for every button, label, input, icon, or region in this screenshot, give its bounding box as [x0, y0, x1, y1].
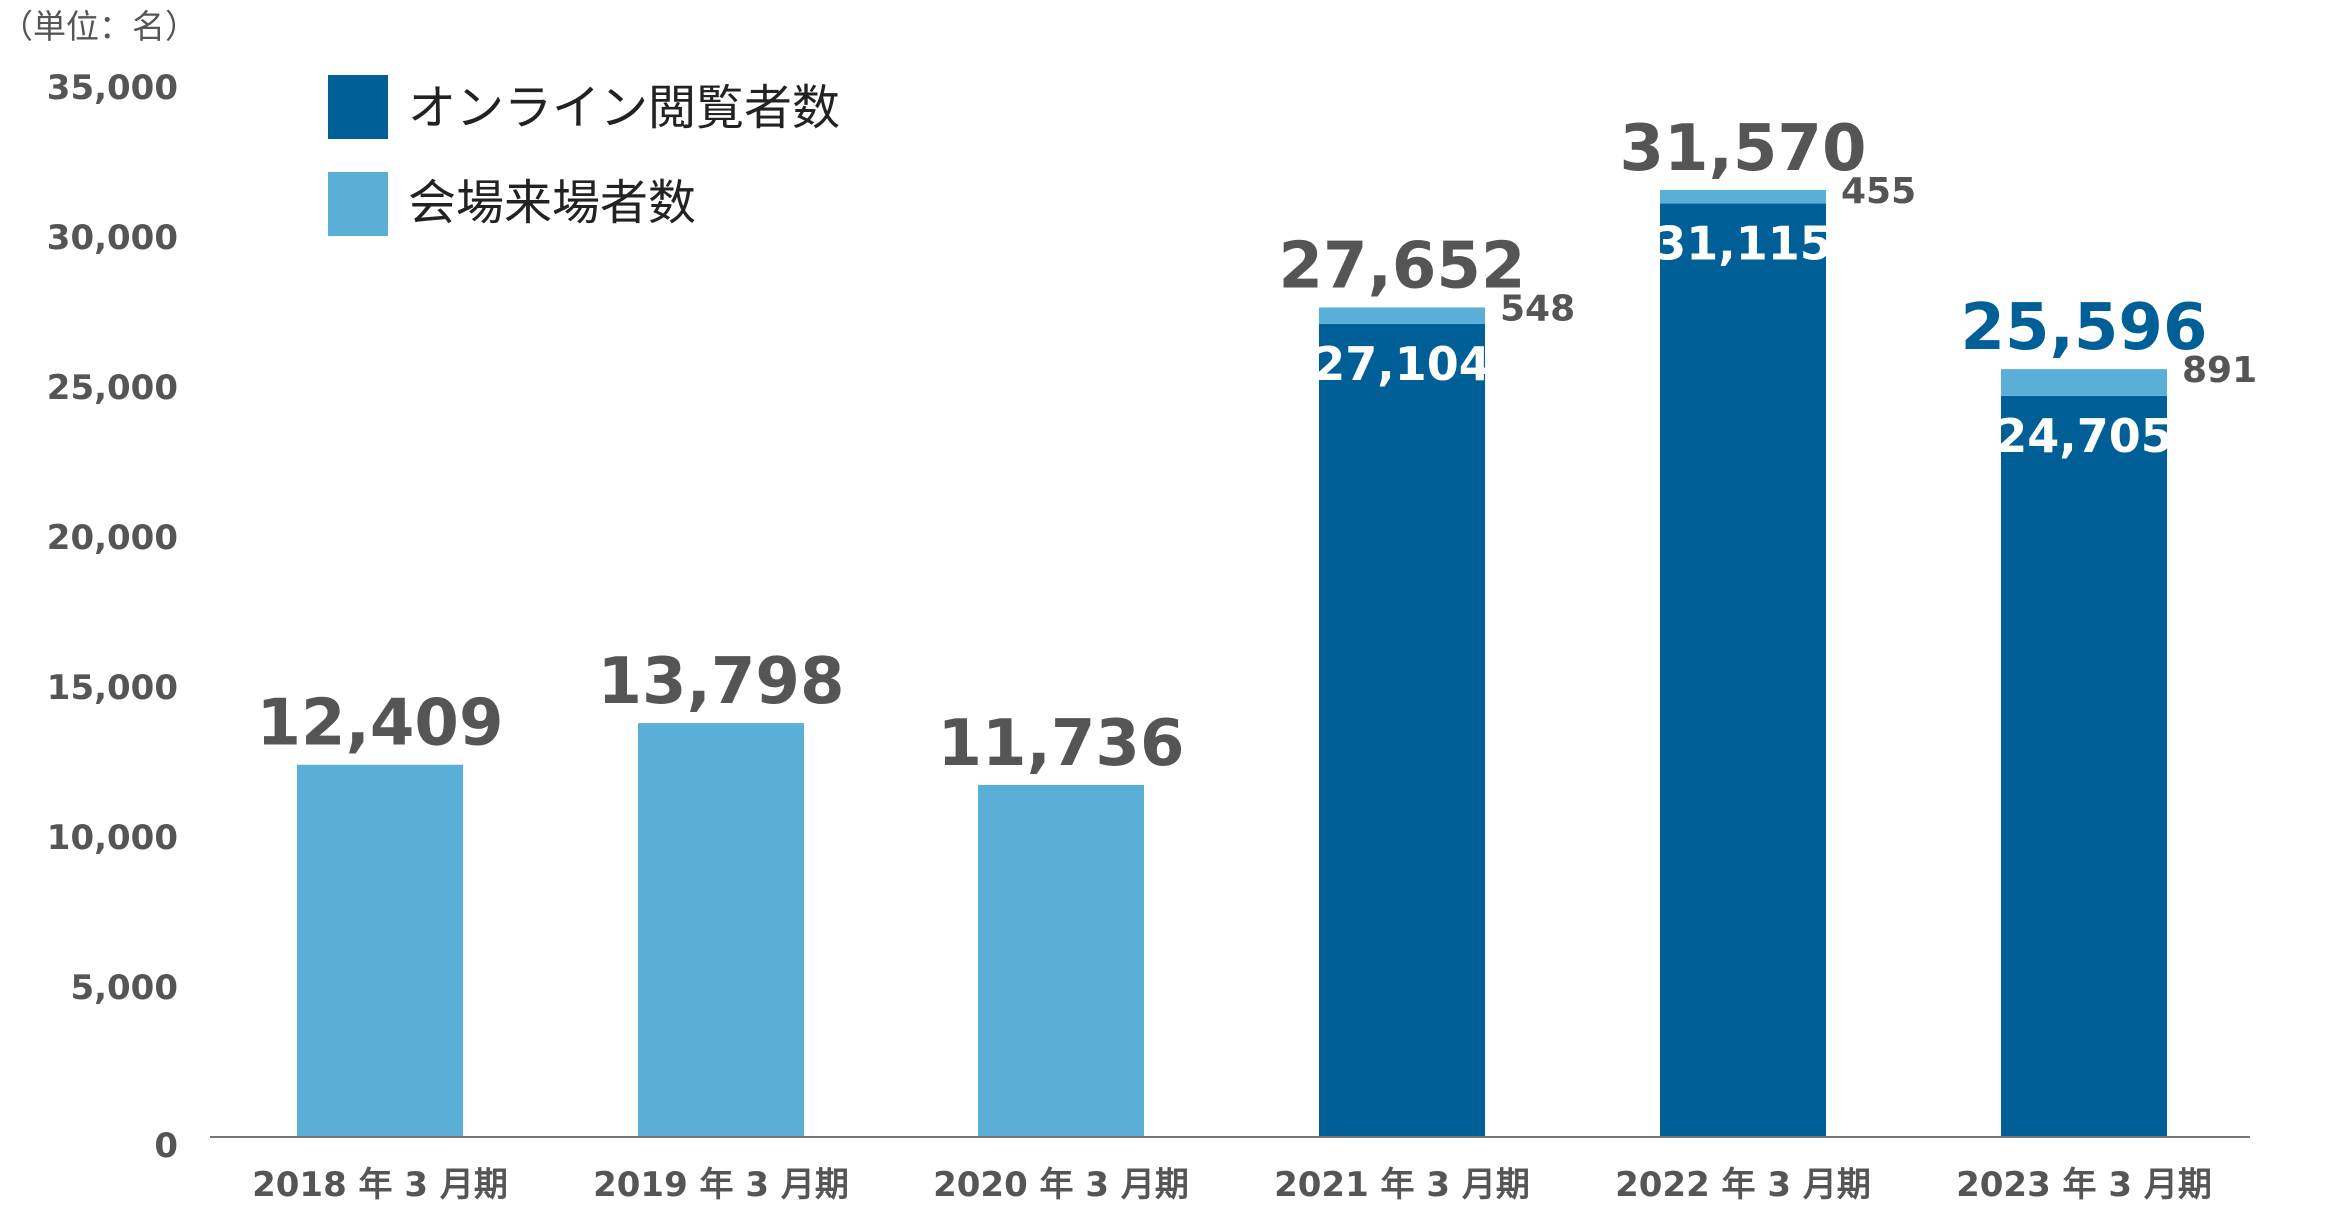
legend-swatch-online — [328, 75, 388, 139]
online-value-label: 24,705 — [1995, 409, 2173, 463]
bar-online — [1319, 323, 1485, 1137]
bar-venue — [1319, 307, 1485, 324]
total-label: 31,570 — [1620, 112, 1867, 186]
bar-venue — [1660, 189, 1826, 204]
y-tick-label: 20,000 — [47, 518, 178, 558]
y-tick-label: 35,000 — [47, 68, 178, 108]
x-tick-label: 2023 年 3 月期 — [1956, 1165, 2212, 1205]
legend: オンライン閲覧者数 会場来場者数 — [328, 75, 840, 236]
bar-venue — [978, 784, 1144, 1137]
y-axis-ticks: 0 5,000 10,000 15,000 20,000 25,000 30,000 35,0… — [47, 68, 178, 1166]
legend-label-venue: 会場来場者数 — [408, 175, 696, 231]
venue-value-label: 548 — [1500, 288, 1575, 329]
bar-venue — [638, 723, 804, 1137]
online-value-label: 31,115 — [1654, 217, 1832, 271]
total-label: 27,652 — [1279, 229, 1526, 303]
legend-swatch-venue — [328, 172, 388, 236]
bar-venue — [2001, 369, 2167, 396]
x-tick-label: 2022 年 3 月期 — [1615, 1165, 1871, 1205]
x-tick-label: 2018 年 3 月期 — [252, 1165, 508, 1205]
total-label: 25,596 — [1961, 291, 2208, 365]
y-tick-label: 15,000 — [47, 668, 178, 708]
y-tick-label: 30,000 — [47, 218, 178, 258]
venue-value-label: 891 — [2182, 350, 2257, 391]
bar-online — [1660, 203, 1826, 1138]
x-tick-label: 2020 年 3 月期 — [933, 1165, 1189, 1205]
total-label: 13,798 — [598, 645, 845, 719]
y-tick-label: 10,000 — [47, 818, 178, 858]
y-tick-label: 0 — [154, 1126, 178, 1166]
x-tick-label: 2019 年 3 月期 — [593, 1165, 849, 1205]
total-label: 12,409 — [257, 687, 504, 761]
online-value-label: 27,104 — [1313, 337, 1491, 391]
venue-value-label: 455 — [1841, 171, 1916, 212]
x-tick-label: 2021 年 3 月期 — [1274, 1165, 1530, 1205]
total-label: 11,736 — [938, 707, 1185, 781]
bars — [297, 189, 2167, 1138]
y-tick-label: 25,000 — [47, 368, 178, 408]
bar-venue — [297, 764, 463, 1137]
y-tick-label: 5,000 — [70, 968, 178, 1008]
unit-label: （単位：名） — [0, 7, 198, 46]
bar-online — [2001, 395, 2167, 1138]
legend-label-online: オンライン閲覧者数 — [408, 80, 840, 136]
x-axis-labels: 2018 年 3 月期 2019 年 3 月期 2020 年 3 月期 2021 年 … — [252, 1165, 2212, 1205]
